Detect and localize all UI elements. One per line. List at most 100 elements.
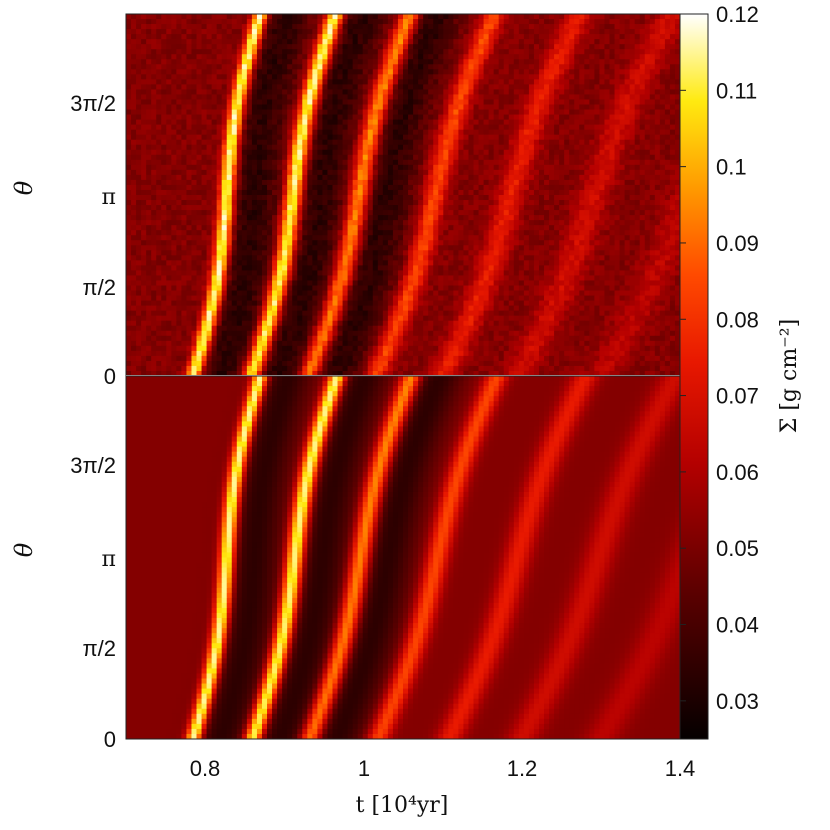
heatmap-cell (352, 210, 359, 216)
heatmap-cell (312, 114, 318, 121)
heatmap-cell (523, 19, 530, 25)
heatmap-cell (599, 195, 606, 201)
heatmap-cell (589, 94, 595, 101)
heatmap-cell (659, 19, 666, 25)
heatmap-cell (352, 124, 359, 131)
heatmap-cell (282, 134, 288, 141)
heatmap-cell (428, 94, 434, 101)
heatmap-cell (564, 19, 570, 25)
heatmap-cell (634, 235, 641, 241)
heatmap-cell (523, 134, 530, 141)
heatmap-cell (463, 69, 470, 75)
heatmap-cell (282, 164, 288, 171)
heatmap-cell (408, 34, 414, 40)
heatmap-cell (131, 159, 137, 166)
heatmap-cell (528, 195, 535, 201)
heatmap-cell (594, 14, 601, 20)
heatmap-cell (408, 94, 414, 101)
heatmap-cell (181, 34, 188, 40)
heatmap-cell (171, 59, 177, 65)
heatmap-cell (488, 44, 495, 50)
heatmap-cell (161, 39, 167, 45)
heatmap-cell (433, 144, 439, 151)
heatmap-cell (403, 89, 409, 96)
heatmap-cell (554, 69, 560, 75)
heatmap-cell (584, 159, 590, 166)
heatmap-cell (564, 179, 570, 186)
heatmap-cell (277, 215, 283, 221)
heatmap-cell (236, 159, 243, 166)
heatmap-cell (413, 114, 419, 121)
heatmap-cell (246, 164, 253, 171)
heatmap-cell (518, 205, 525, 211)
heatmap-cell (438, 39, 444, 45)
heatmap-cell (433, 54, 439, 60)
heatmap-cell (141, 164, 147, 171)
heatmap-cell (126, 220, 132, 226)
heatmap-cell (413, 159, 419, 166)
heatmap-cell (518, 84, 525, 91)
heatmap-cell (468, 174, 475, 181)
heatmap-cell (297, 179, 303, 186)
heatmap-cell (594, 39, 601, 45)
heatmap-cell (418, 195, 424, 201)
heatmap-cell (624, 144, 631, 151)
heatmap-cell (367, 215, 374, 221)
heatmap-cell (413, 74, 419, 80)
heatmap-cell (362, 179, 369, 186)
heatmap-cell (554, 124, 560, 131)
heatmap-cell (503, 225, 510, 231)
heatmap-cell (624, 54, 631, 60)
heatmap-cell (171, 179, 177, 186)
heatmap-cell (226, 240, 233, 246)
heatmap-cell (503, 200, 510, 206)
heatmap-cell (609, 44, 616, 50)
heatmap-cell (619, 230, 626, 236)
heatmap-cell (387, 205, 394, 211)
heatmap-cell (181, 129, 188, 136)
heatmap-cell (468, 184, 475, 191)
heatmap-cell (493, 24, 500, 30)
heatmap-cell (221, 225, 228, 231)
heatmap-cell (352, 139, 359, 146)
heatmap-cell (151, 89, 157, 96)
heatmap-cell (156, 139, 162, 146)
heatmap-cell (171, 34, 177, 40)
heatmap-cell (357, 89, 364, 96)
heatmap-cell (498, 44, 505, 50)
heatmap-cell (584, 210, 590, 216)
heatmap-cell (206, 189, 213, 196)
heatmap-cell (191, 200, 198, 206)
heatmap-cell (674, 154, 680, 161)
heatmap-cell (397, 109, 404, 116)
heatmap-cell (216, 195, 223, 201)
heatmap-cell (468, 109, 475, 116)
heatmap-cell (443, 104, 449, 111)
heatmap-cell (654, 89, 661, 96)
heatmap-cell (372, 64, 379, 70)
heatmap-cell (141, 230, 147, 236)
heatmap-cell (463, 230, 470, 236)
heatmap-cell (272, 19, 278, 25)
heatmap-cell (463, 84, 470, 91)
heatmap-cell (141, 240, 147, 246)
heatmap-cell (443, 14, 449, 20)
heatmap-cell (544, 49, 550, 55)
heatmap-cell (312, 159, 318, 166)
heatmap-cell (397, 164, 404, 171)
heatmap-cell (267, 79, 273, 85)
heatmap-cell (136, 149, 142, 156)
heatmap-cell (251, 69, 258, 75)
heatmap-cell (609, 179, 616, 186)
heatmap-cell (156, 114, 162, 121)
heatmap-cell (211, 164, 218, 171)
heatmap-cell (377, 114, 384, 121)
heatmap-cell (508, 225, 515, 231)
heatmap-cell (352, 54, 359, 60)
heatmap-cell (136, 164, 142, 171)
heatmap-cell (418, 215, 424, 221)
heatmap-cell (342, 235, 349, 241)
heatmap-cell (337, 84, 344, 91)
heatmap-cell (392, 235, 399, 241)
heatmap-cell (322, 159, 329, 166)
